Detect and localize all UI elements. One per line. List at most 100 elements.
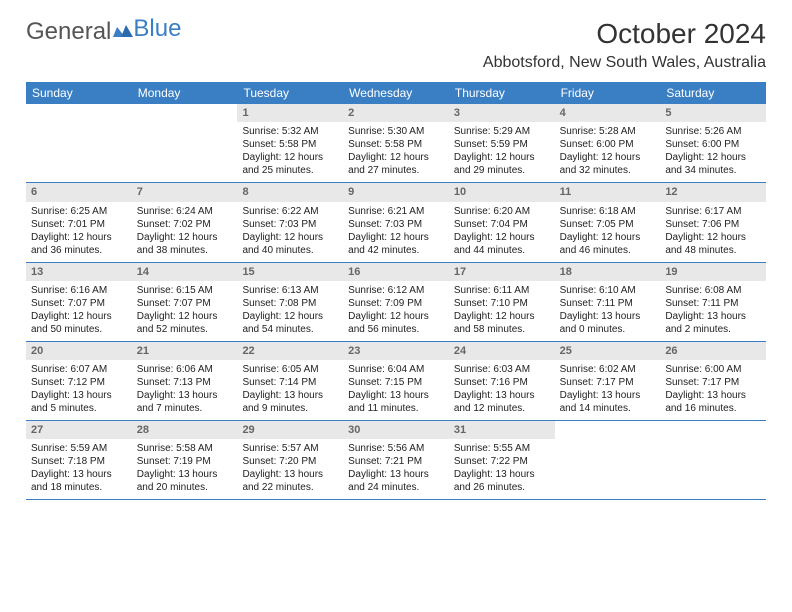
day-info-line: Daylight: 13 hours: [665, 389, 761, 402]
day-info-line: Sunrise: 5:57 AM: [242, 442, 338, 455]
day-info-line: Daylight: 12 hours: [31, 310, 127, 323]
day-cell: 25Sunrise: 6:02 AMSunset: 7:17 PMDayligh…: [555, 342, 661, 420]
day-info-line: Sunset: 7:22 PM: [454, 455, 550, 468]
day-cell: 14Sunrise: 6:15 AMSunset: 7:07 PMDayligh…: [132, 263, 238, 341]
day-info-line: and 22 minutes.: [242, 481, 338, 494]
day-cell: 9Sunrise: 6:21 AMSunset: 7:03 PMDaylight…: [343, 183, 449, 261]
day-info-line: Sunset: 7:18 PM: [31, 455, 127, 468]
day-info-line: and 26 minutes.: [454, 481, 550, 494]
day-info-line: Sunrise: 6:02 AM: [560, 363, 656, 376]
day-number: 20: [26, 342, 132, 360]
week-row: 6Sunrise: 6:25 AMSunset: 7:01 PMDaylight…: [26, 183, 766, 262]
day-cell: 31Sunrise: 5:55 AMSunset: 7:22 PMDayligh…: [449, 421, 555, 499]
day-number: 25: [555, 342, 661, 360]
day-cell: 2Sunrise: 5:30 AMSunset: 5:58 PMDaylight…: [343, 104, 449, 182]
day-info-line: Sunrise: 6:18 AM: [560, 205, 656, 218]
day-info-line: Daylight: 12 hours: [454, 231, 550, 244]
day-info-line: Sunset: 7:06 PM: [665, 218, 761, 231]
week-row: 27Sunrise: 5:59 AMSunset: 7:18 PMDayligh…: [26, 421, 766, 500]
day-number: [555, 421, 661, 425]
day-cell: 5 Sunrise: 5:26 AMSunset: 6:00 PMDaylight…: [660, 104, 766, 182]
dow-cell: Thursday: [449, 82, 555, 104]
day-cell: 19Sunrise: 6:08 AMSunset: 7:11 PMDayligh…: [660, 263, 766, 341]
day-info-line: Sunrise: 6:00 AM: [665, 363, 761, 376]
day-info-line: Sunset: 5:58 PM: [242, 138, 338, 151]
day-info-line: Sunset: 7:11 PM: [665, 297, 761, 310]
day-info-line: Sunset: 7:12 PM: [31, 376, 127, 389]
day-info-line: Daylight: 13 hours: [31, 468, 127, 481]
day-cell: 27Sunrise: 5:59 AMSunset: 7:18 PMDayligh…: [26, 421, 132, 499]
day-cell: 18Sunrise: 6:10 AMSunset: 7:11 PMDayligh…: [555, 263, 661, 341]
logo: General Blue: [26, 18, 181, 46]
day-cell: 22Sunrise: 6:05 AMSunset: 7:14 PMDayligh…: [237, 342, 343, 420]
day-number: 28: [132, 421, 238, 439]
day-info-line: Sunrise: 5:55 AM: [454, 442, 550, 455]
day-number: 2: [343, 104, 449, 122]
day-info-line: and 5 minutes.: [31, 402, 127, 415]
title-block: October 2024 Abbotsford, New South Wales…: [483, 18, 766, 72]
day-info-line: Sunrise: 6:24 AM: [137, 205, 233, 218]
day-info-line: Daylight: 12 hours: [242, 231, 338, 244]
day-info-line: and 32 minutes.: [560, 164, 656, 177]
day-cell: 24Sunrise: 6:03 AMSunset: 7:16 PMDayligh…: [449, 342, 555, 420]
day-info-line: Daylight: 13 hours: [31, 389, 127, 402]
day-info-line: Sunset: 6:00 PM: [665, 138, 761, 151]
day-info-line: Daylight: 12 hours: [137, 231, 233, 244]
day-info-line: Sunrise: 6:25 AM: [31, 205, 127, 218]
day-info-line: Sunrise: 6:16 AM: [31, 284, 127, 297]
day-cell: 8Sunrise: 6:22 AMSunset: 7:03 PMDaylight…: [237, 183, 343, 261]
day-info-line: Sunrise: 5:56 AM: [348, 442, 444, 455]
day-info-line: Sunset: 7:11 PM: [560, 297, 656, 310]
day-number: 13: [26, 263, 132, 281]
day-info-line: Daylight: 12 hours: [665, 151, 761, 164]
day-info-line: and 29 minutes.: [454, 164, 550, 177]
day-number: 11: [555, 183, 661, 201]
day-info-line: Sunrise: 6:21 AM: [348, 205, 444, 218]
day-info-line: Sunset: 7:08 PM: [242, 297, 338, 310]
day-number: 17: [449, 263, 555, 281]
day-cell: 29Sunrise: 5:57 AMSunset: 7:20 PMDayligh…: [237, 421, 343, 499]
dow-cell: Sunday: [26, 82, 132, 104]
day-number: [26, 104, 132, 108]
day-info-line: Sunset: 7:09 PM: [348, 297, 444, 310]
logo-flag-icon: [113, 18, 133, 46]
day-info-line: Sunset: 7:14 PM: [242, 376, 338, 389]
day-info-line: Daylight: 12 hours: [560, 151, 656, 164]
day-cell: 13Sunrise: 6:16 AMSunset: 7:07 PMDayligh…: [26, 263, 132, 341]
day-info-line: Sunrise: 5:26 AM: [665, 125, 761, 138]
day-info-line: Sunset: 7:01 PM: [31, 218, 127, 231]
day-info-line: Sunset: 7:07 PM: [137, 297, 233, 310]
day-info-line: Sunset: 6:00 PM: [560, 138, 656, 151]
day-info-line: Sunset: 7:13 PM: [137, 376, 233, 389]
day-info-line: and 27 minutes.: [348, 164, 444, 177]
day-info-line: and 0 minutes.: [560, 323, 656, 336]
day-info-line: and 38 minutes.: [137, 244, 233, 257]
day-info-line: Sunrise: 5:59 AM: [31, 442, 127, 455]
day-info-line: Sunrise: 6:17 AM: [665, 205, 761, 218]
day-number: 29: [237, 421, 343, 439]
day-info-line: Sunset: 5:59 PM: [454, 138, 550, 151]
day-number: 31: [449, 421, 555, 439]
day-info-line: and 16 minutes.: [665, 402, 761, 415]
day-info-line: and 46 minutes.: [560, 244, 656, 257]
day-info-line: Sunset: 5:58 PM: [348, 138, 444, 151]
week-row: 13 Sunrise: 6:16 AM Sunset: 7:07 PM Dayligh…: [26, 263, 766, 342]
day-cell: [660, 421, 766, 499]
day-number: 15: [237, 263, 343, 281]
day-cell: 20Sunrise: 6:07 AMSunset: 7:12 PMDayligh…: [26, 342, 132, 420]
day-number: 5: [660, 104, 766, 122]
day-info-line: Daylight: 12 hours: [454, 310, 550, 323]
day-info-line: and 40 minutes.: [242, 244, 338, 257]
dow-cell: Friday: [555, 82, 661, 104]
day-info-line: and 11 minutes.: [348, 402, 444, 415]
day-info-line: Sunrise: 6:03 AM: [454, 363, 550, 376]
day-number: 1: [237, 104, 343, 122]
day-cell: 3Sunrise: 5:29 AMSunset: 5:59 PMDaylight…: [449, 104, 555, 182]
day-info-line: Daylight: 12 hours: [348, 310, 444, 323]
dow-cell: Saturday: [660, 82, 766, 104]
day-info-line: and 20 minutes.: [137, 481, 233, 494]
week-row: 20Sunrise: 6:07 AMSunset: 7:12 PMDayligh…: [26, 342, 766, 421]
day-cell: 28Sunrise: 5:58 AMSunset: 7:19 PMDayligh…: [132, 421, 238, 499]
day-info-line: and 24 minutes.: [348, 481, 444, 494]
page-header: General Blue October 2024 Abbotsford, Ne…: [26, 18, 766, 72]
